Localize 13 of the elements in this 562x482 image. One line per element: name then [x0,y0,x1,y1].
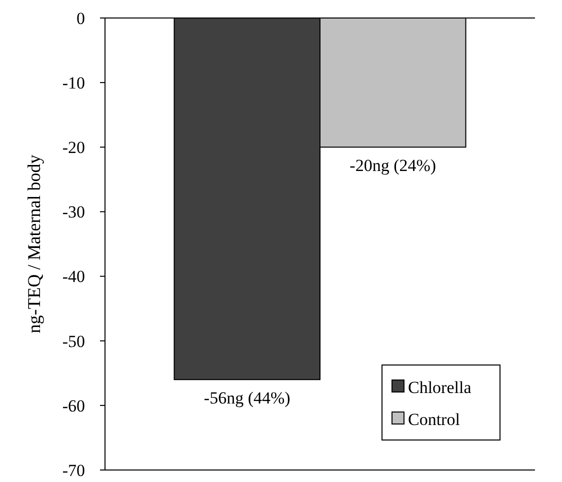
y-tick-label: -40 [62,267,85,286]
legend-label: Control [408,410,460,429]
legend-label: Chlorella [408,378,472,397]
y-tick-label: -70 [62,460,85,480]
y-axis-title: ng-TEQ / Maternal body [24,154,44,334]
y-tick-label: -50 [62,332,85,351]
y-tick-label: -30 [62,202,85,222]
y-tick-label: 0 [76,8,85,28]
y-tick-label: -60 [62,396,85,416]
data-label: -20ng (24%) [350,156,436,176]
data-label: -56ng (44%) [204,388,290,408]
y-tick-label: -20 [62,138,85,158]
y-tick-label: -10 [62,74,85,93]
